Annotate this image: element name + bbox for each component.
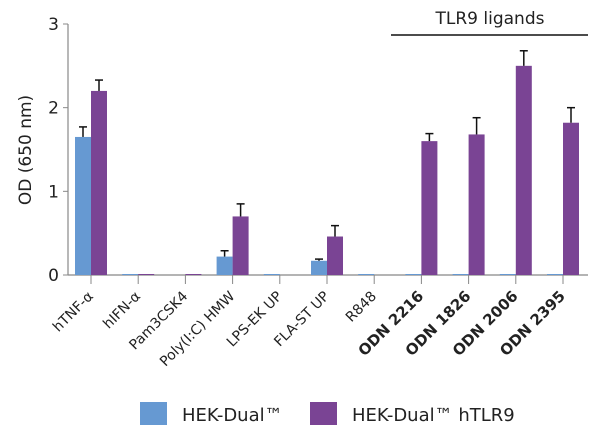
bar-hek-dual xyxy=(547,274,563,275)
legend-label: HEK-Dual™ hTLR9 xyxy=(352,405,515,426)
bar-hek-dual xyxy=(358,274,375,275)
legend-swatch xyxy=(310,402,337,425)
bar-hek-dual xyxy=(452,274,469,275)
y-tick-label: 0 xyxy=(48,266,59,286)
x-tick-label: hTNF-α xyxy=(50,289,97,336)
x-tick-label: hIFN-α xyxy=(100,289,144,333)
bar-hek-dual-htlr9 xyxy=(421,141,438,275)
bar-hek-dual xyxy=(216,256,233,275)
bar-hek-dual-htlr9 xyxy=(138,274,155,275)
bar-hek-dual-htlr9 xyxy=(515,65,532,275)
bar-hek-dual xyxy=(75,136,91,275)
bar-hek-dual-htlr9 xyxy=(185,274,202,275)
x-tick-label: R848 xyxy=(343,289,380,326)
bar-hek-dual-htlr9 xyxy=(91,90,107,275)
y-tick-label: 3 xyxy=(48,15,59,35)
bar-hek-dual xyxy=(311,260,327,275)
legend-swatch xyxy=(140,402,167,425)
legend-label: HEK-Dual™ xyxy=(182,405,283,426)
bar-hek-dual xyxy=(405,274,422,275)
y-tick-label: 2 xyxy=(48,99,59,119)
bar-hek-dual-htlr9 xyxy=(232,216,249,275)
y-axis-label: OD (650 nm) xyxy=(16,95,36,205)
bar-hek-dual xyxy=(122,274,139,275)
annotation-label: TLR9 ligands xyxy=(435,9,545,29)
bar-hek-dual-htlr9 xyxy=(468,134,485,275)
bar-hek-dual xyxy=(263,274,280,275)
bar-hek-dual-htlr9 xyxy=(563,122,579,275)
bar-hek-dual xyxy=(499,274,516,275)
bar-hek-dual-htlr9 xyxy=(327,236,343,275)
y-tick-label: 1 xyxy=(48,182,59,202)
